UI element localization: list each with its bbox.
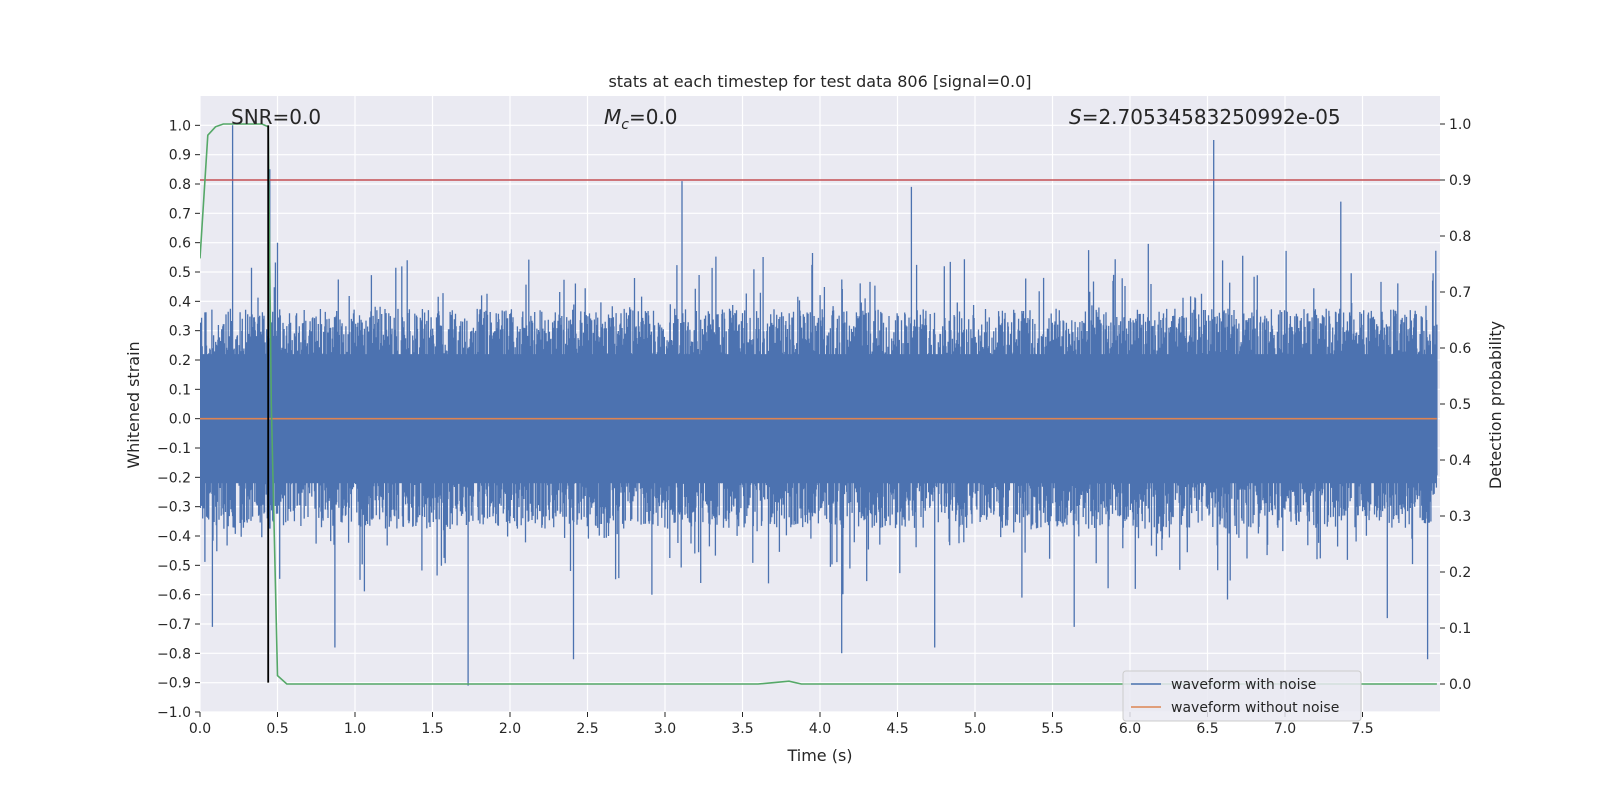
y-left-tick-label: −1.0 [157, 705, 191, 721]
series-layer [200, 123, 1440, 686]
y-left-tick-label: −0.4 [157, 529, 191, 545]
y-right-tick-label: 0.4 [1449, 453, 1471, 469]
x-tick-label: 3.5 [731, 721, 753, 737]
chirp-mass-value: =0.0 [629, 105, 678, 129]
chart-title: stats at each timestep for test data 806… [608, 72, 1031, 91]
s-symbol: S [1069, 105, 1082, 129]
y-left-tick-label: −0.7 [157, 617, 191, 633]
y-axis-label-right: Detection probability [1486, 321, 1505, 489]
y-left-tick-label: 0.4 [169, 294, 191, 310]
x-tick-label: 4.5 [886, 721, 908, 737]
series-detection-probability [200, 123, 1437, 685]
y-left-tick-label: −0.6 [157, 588, 191, 604]
legend-label-clean: waveform without noise [1171, 700, 1339, 716]
x-tick-label: 7.0 [1274, 721, 1296, 737]
y-right-tick-label: 0.1 [1449, 621, 1471, 637]
chirp-mass-symbol: M [604, 105, 621, 129]
x-tick-label: 6.0 [1119, 721, 1141, 737]
chirp-mass-subscript: c [621, 117, 629, 133]
y-right-tick-label: 0.2 [1449, 565, 1471, 581]
x-tick-label: 0.0 [189, 721, 211, 737]
y-left-tick-label: 0.0 [169, 412, 191, 428]
x-tick-label: 2.5 [576, 721, 598, 737]
y-left-tick-label: −0.8 [157, 646, 191, 662]
y-left-tick-label: 1.0 [169, 118, 191, 134]
y-left-tick-label: 0.5 [169, 265, 191, 281]
y-left-tick-label: −0.2 [157, 470, 191, 486]
y-left-tick-label: −0.3 [157, 500, 191, 516]
y-left-tick-label: −0.9 [157, 676, 191, 692]
y-left-tick-label: −0.1 [157, 441, 191, 457]
y-axis-label-left: Whitened strain [124, 341, 143, 468]
x-tick-label: 2.0 [499, 721, 521, 737]
x-tick-label: 1.5 [421, 721, 443, 737]
x-tick-label: 6.5 [1196, 721, 1218, 737]
s-value: =2.70534583250992e-05 [1082, 105, 1341, 129]
x-tick-label: 5.5 [1041, 721, 1063, 737]
y-left-tick-label: 0.2 [169, 353, 191, 369]
snr-annotation: SNR=0.0 [231, 105, 321, 129]
y-right-tick-label: 0.6 [1449, 341, 1471, 357]
legend-box [1122, 670, 1362, 722]
x-tick-label: 4.0 [809, 721, 831, 737]
y-left-tick-label: 0.9 [169, 148, 191, 164]
x-tick-label: 5.0 [964, 721, 986, 737]
y-right-tick-label: 0.8 [1449, 229, 1471, 245]
y-left-tick-label: 0.6 [169, 236, 191, 252]
chirp-mass-annotation: Mc=0.0 [604, 105, 678, 133]
y-left-tick-label: 0.8 [169, 177, 191, 193]
legend-label-noisy: waveform with noise [1171, 677, 1316, 693]
x-axis-label: Time (s) [786, 746, 852, 765]
y-right-tick-label: 0.9 [1449, 173, 1471, 189]
y-left-tick-label: 0.1 [169, 382, 191, 398]
y-left-tick-label: 0.3 [169, 324, 191, 340]
y-right-tick-label: 0.5 [1449, 397, 1471, 413]
y-left-tick-label: 0.7 [169, 206, 191, 222]
y-right-tick-label: 1.0 [1449, 117, 1471, 133]
y-right-tick-label: 0.3 [1449, 509, 1471, 525]
x-tick-label: 7.5 [1351, 721, 1373, 737]
legend: waveform with noise waveform without noi… [1122, 670, 1362, 722]
y-right-tick-label: 0.0 [1449, 677, 1471, 693]
x-tick-label: 3.0 [654, 721, 676, 737]
s-annotation: S=2.70534583250992e-05 [1069, 105, 1341, 129]
tick-labels: 0.0 0.5 1.0 1.5 2.0 2.5 3.0 3.5 4.0 4.5 5.0 5.5 6.0 6… [157, 117, 1471, 737]
x-tick-label: 0.5 [266, 721, 288, 737]
y-left-tick-label: −0.5 [157, 558, 191, 574]
y-right-tick-label: 0.7 [1449, 285, 1471, 301]
x-tick-label: 1.0 [344, 721, 366, 737]
